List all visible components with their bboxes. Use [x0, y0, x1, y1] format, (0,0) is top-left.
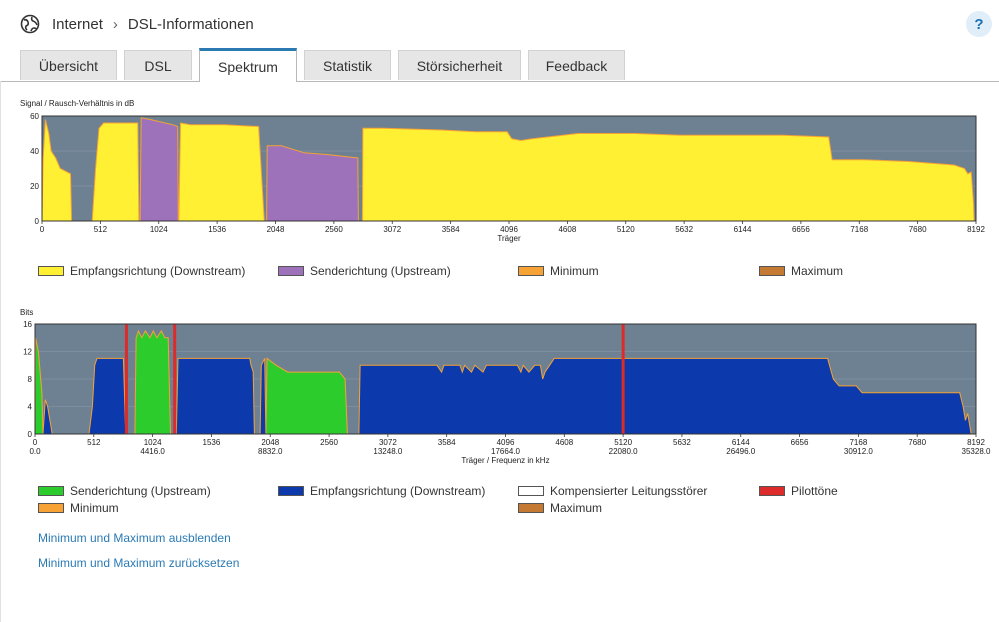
- snr-chart-ylabel: Signal / Rausch-Verhältnis in dB: [20, 99, 135, 108]
- series-0-area-2: [265, 357, 348, 435]
- legend-snr-maximum: Maximum: [759, 264, 843, 278]
- x-freq-label: 0.0: [29, 447, 41, 456]
- x-tick-label: 4608: [558, 225, 576, 234]
- chevron-right-icon: ›: [112, 15, 118, 33]
- series-0-area-1: [91, 122, 140, 222]
- x-tick-label: 4096: [500, 225, 518, 234]
- x-tick-label: 7168: [850, 225, 868, 234]
- series-1-area-4: [358, 357, 972, 435]
- x-tick-label: 1024: [144, 438, 162, 447]
- x-freq-label: 26496.0: [726, 447, 755, 456]
- legend-bits-maximum: Maximum: [518, 501, 602, 515]
- tab-spektrum[interactable]: Spektrum: [199, 48, 297, 82]
- x-tick-label: 3584: [438, 438, 456, 447]
- x-freq-label: 17664.0: [491, 447, 520, 456]
- tab-statistik[interactable]: Statistik: [304, 50, 391, 80]
- y-tick-label: 20: [30, 182, 39, 191]
- pilot-tone-2: [621, 324, 625, 434]
- x-tick-label: 2048: [267, 225, 285, 234]
- y-tick-label: 4: [28, 403, 33, 412]
- x-tick-label: 8192: [967, 225, 985, 234]
- x-tick-label: 6656: [791, 438, 809, 447]
- series-0-area-1: [134, 329, 172, 435]
- y-tick-label: 8: [28, 375, 33, 384]
- x-tick-label: 6144: [732, 438, 750, 447]
- x-tick-label: 1024: [150, 225, 168, 234]
- x-freq-label: 22080.0: [609, 447, 638, 456]
- x-tick-label: 4096: [497, 438, 515, 447]
- x-tick-label: 3584: [442, 225, 460, 234]
- help-button[interactable]: ?: [966, 11, 992, 37]
- x-freq-label: 13248.0: [373, 447, 402, 456]
- x-tick-label: 512: [94, 225, 108, 234]
- x-freq-label: 4416.0: [140, 447, 165, 456]
- legend-bits-minimum: Minimum: [38, 501, 119, 515]
- x-tick-label: 6656: [792, 225, 810, 234]
- x-tick-label: 2048: [261, 438, 279, 447]
- y-tick-label: 60: [30, 112, 39, 121]
- legend-bits-compensated: Kompensierter Leitungsstörer: [518, 484, 707, 498]
- globe-icon: [20, 14, 40, 34]
- x-tick-label: 2560: [320, 438, 338, 447]
- pilot-tone-1: [173, 324, 177, 434]
- x-axis-label: Träger: [497, 234, 521, 243]
- x-tick-label: 0: [33, 438, 38, 447]
- series-0-area-2: [178, 122, 265, 222]
- y-tick-label: 0: [28, 430, 33, 439]
- legend-bits-upstream: Senderichtung (Upstream): [38, 484, 211, 498]
- breadcrumb: Internet › DSL-Informationen: [20, 12, 254, 36]
- x-freq-label: 8832.0: [258, 447, 283, 456]
- x-tick-label: 5632: [673, 438, 691, 447]
- legend-snr-minimum: Minimum: [518, 264, 599, 278]
- y-tick-label: 12: [23, 348, 32, 357]
- series-0-area-0: [41, 119, 73, 222]
- x-tick-label: 0: [40, 225, 45, 234]
- bits-chart-ylabel: Bits: [20, 308, 34, 317]
- x-tick-label: 5120: [614, 438, 632, 447]
- hide-minmax-link[interactable]: Minimum und Maximum ausblenden: [38, 531, 231, 545]
- x-tick-label: 6144: [734, 225, 752, 234]
- breadcrumb-root[interactable]: Internet: [52, 15, 103, 33]
- tab-bar: Übersicht DSL Spektrum Statistik Störsic…: [0, 48, 999, 82]
- series-0-area-3: [361, 127, 975, 222]
- reset-minmax-link[interactable]: Minimum und Maximum zurücksetzen: [38, 556, 240, 570]
- x-tick-label: 7680: [909, 225, 927, 234]
- x-tick-label: 8192: [967, 438, 985, 447]
- x-freq-label: 35328.0: [962, 447, 991, 456]
- series-1-area-0: [139, 117, 179, 222]
- series-1-area-1: [88, 357, 127, 435]
- x-tick-label: 7680: [908, 438, 926, 447]
- y-tick-label: 0: [35, 217, 40, 226]
- x-tick-label: 512: [87, 438, 101, 447]
- x-tick-label: 3072: [379, 438, 397, 447]
- y-tick-label: 16: [23, 320, 32, 329]
- x-tick-label: 3072: [383, 225, 401, 234]
- legend-snr-upstream: Senderichtung (Upstream): [278, 264, 451, 278]
- series-1-area-3: [259, 358, 267, 435]
- tab-stoersicherheit[interactable]: Störsicherheit: [398, 50, 521, 80]
- x-tick-label: 5632: [675, 225, 693, 234]
- pilot-tone-0: [124, 324, 128, 434]
- tab-dsl[interactable]: DSL: [124, 50, 192, 80]
- y-tick-label: 40: [30, 147, 39, 156]
- x-freq-label: 30912.0: [844, 447, 873, 456]
- x-tick-label: 1536: [208, 225, 226, 234]
- x-tick-label: 1536: [203, 438, 221, 447]
- x-tick-label: 4608: [555, 438, 573, 447]
- series-1-area-2: [175, 357, 255, 435]
- x-axis-label: Träger / Frequenz in kHz: [461, 456, 549, 465]
- breadcrumb-page: DSL-Informationen: [127, 15, 254, 33]
- snr-chart: 0 20 40 60 0 512 1024 1536 2048 2560 3072 3584 4096 4…: [30, 112, 985, 243]
- x-tick-label: 5120: [617, 225, 635, 234]
- legend-bits-pilot: Pilottöne: [759, 484, 838, 498]
- x-tick-label: 2560: [325, 225, 343, 234]
- tab-feedback[interactable]: Feedback: [528, 50, 625, 80]
- legend-bits-downstream: Empfangsrichtung (Downstream): [278, 484, 485, 498]
- x-tick-label: 7168: [849, 438, 867, 447]
- series-1-area-1: [266, 145, 359, 222]
- tab-uebersicht[interactable]: Übersicht: [20, 50, 117, 80]
- legend-snr-downstream: Empfangsrichtung (Downstream): [38, 264, 245, 278]
